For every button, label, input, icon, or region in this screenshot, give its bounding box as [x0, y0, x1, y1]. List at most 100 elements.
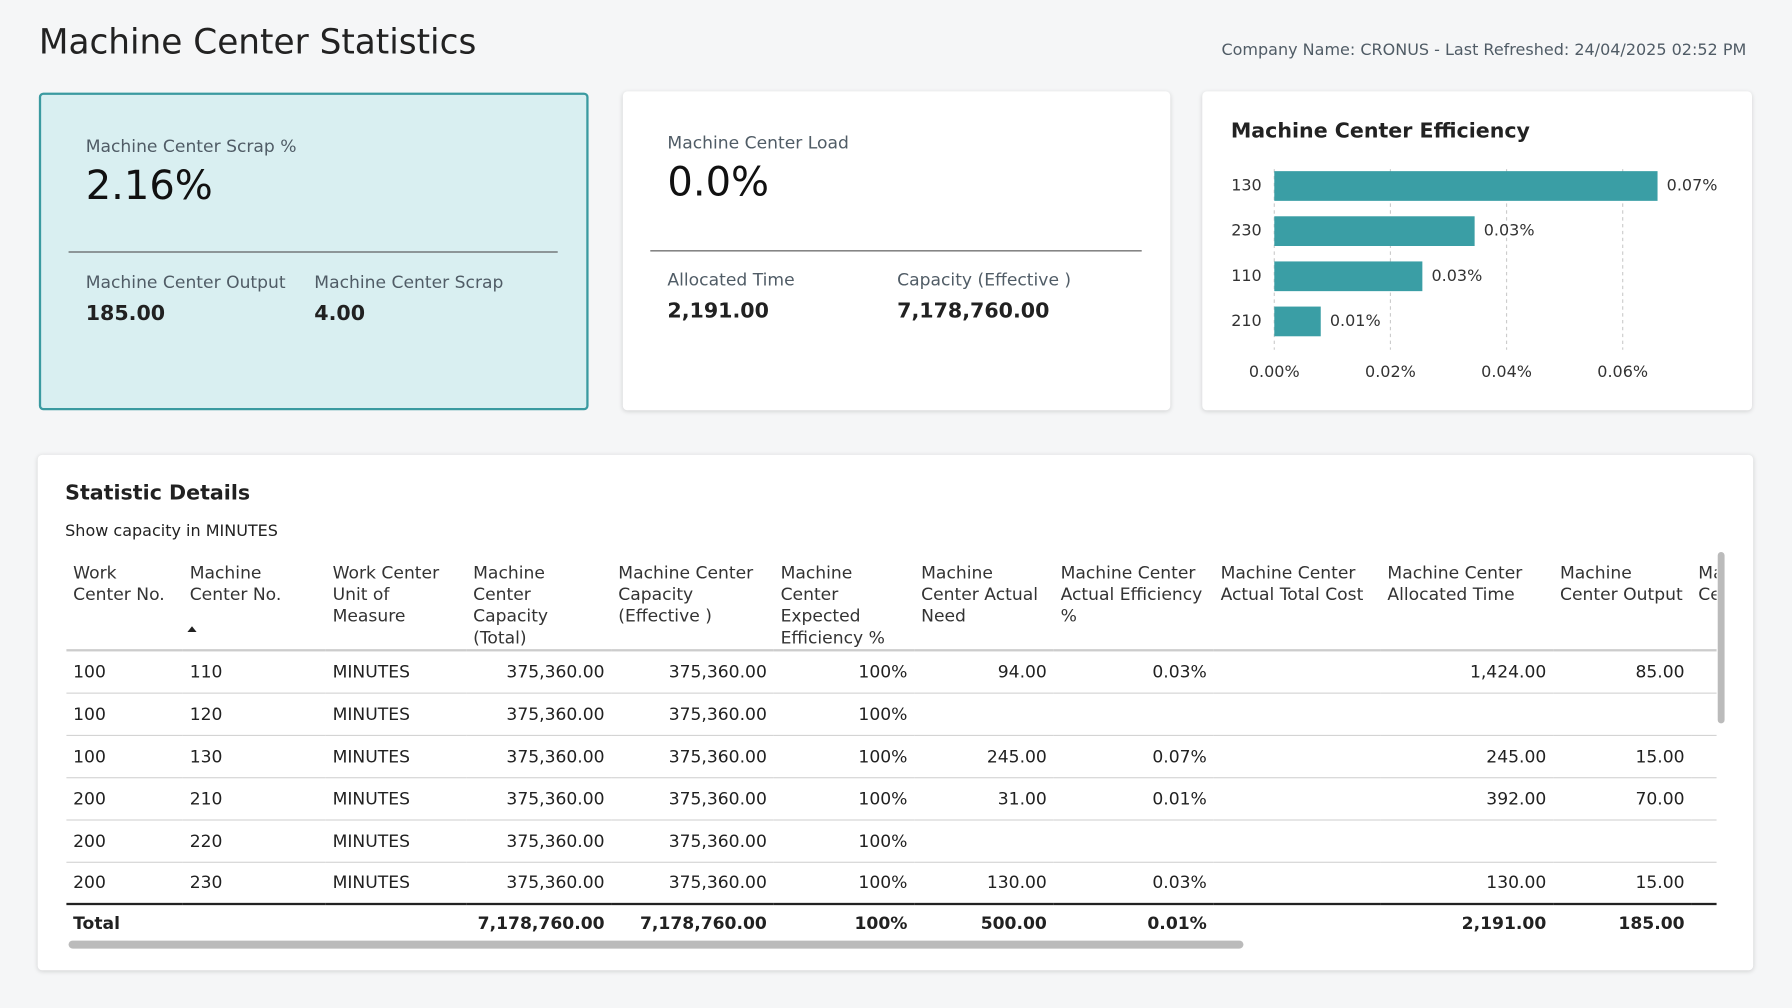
bar	[1274, 261, 1423, 292]
table-cell: MINUTES	[325, 861, 467, 905]
table-cell	[1691, 902, 1717, 940]
table-row: 200 220 MINUTES 375,360.00 375,360.00 100%	[66, 819, 1717, 863]
table-cell	[1553, 692, 1692, 736]
bar	[1274, 216, 1475, 246]
table-cell: 0.03%	[1053, 861, 1214, 905]
table-cell: MINUTES	[325, 819, 467, 863]
efficiency-card: Machine Center Efficiency 0.00% 0.02% 0.04…	[1202, 91, 1752, 411]
table-cell: 245.00	[914, 734, 1054, 778]
table-cell	[1691, 777, 1717, 820]
table-cell: 0.07%	[1053, 734, 1214, 778]
table-cell: 15.00	[1553, 861, 1692, 905]
bar	[1274, 171, 1658, 201]
vertical-scrollbar[interactable]	[1717, 551, 1725, 724]
table-cell	[1213, 819, 1381, 863]
table-cell	[182, 902, 326, 940]
table-cell: 375,360.00	[611, 650, 774, 694]
column-header: Work Center Unit of Measure	[325, 550, 467, 652]
value-label: 0.03%	[1484, 221, 1535, 240]
table-cell: 100%	[773, 902, 915, 940]
value-label: 0.03%	[1432, 266, 1483, 285]
table-cell	[1213, 861, 1381, 905]
table-cell: 7,178,760.00	[466, 902, 612, 940]
table-cell	[1213, 902, 1381, 940]
table-cell	[1380, 692, 1554, 736]
table-cell: 100	[66, 650, 183, 694]
bar	[1274, 306, 1321, 337]
table-cell: 70.00	[1553, 777, 1692, 820]
table-cell: MINUTES	[325, 734, 467, 778]
table-cell: 100%	[773, 692, 915, 736]
table-cell: 1,424.00	[1380, 650, 1554, 694]
page-title: Machine Center Statistics	[38, 22, 477, 63]
table-viewport: Work Center No. Machine Center No. Work Ce…	[66, 550, 1717, 940]
scrap-card[interactable]: Machine Center Scrap % 2.16% Machine Cen…	[38, 92, 589, 411]
table-cell	[1213, 692, 1381, 736]
table-cell: 185.00	[1553, 902, 1692, 940]
table-cell: 0.01%	[1053, 777, 1214, 820]
sort-indicator[interactable]	[187, 626, 197, 632]
field-label: Machine Center Output	[85, 271, 286, 293]
table-cell: 375,360.00	[466, 819, 612, 863]
table-cell: Total	[66, 902, 183, 940]
table-cell: 375,360.00	[466, 692, 612, 736]
table-cell: 375,360.00	[611, 861, 774, 905]
table-cell	[914, 819, 1054, 863]
value-label: 0.01%	[1330, 311, 1381, 330]
column-header: Machine Center Expected Efficiency %	[773, 550, 915, 652]
details-table: Work Center No. Machine Center No. Work Ce…	[66, 550, 1717, 940]
horizontal-scrollbar[interactable]	[68, 940, 1244, 949]
table-cell	[1691, 861, 1717, 905]
table-cell: 7,178,760.00	[611, 902, 774, 940]
table-cell	[1053, 819, 1214, 863]
table-cell: 100%	[773, 861, 915, 905]
kpi-label: Machine Center Load	[667, 132, 849, 154]
table-cell: 85.00	[1553, 650, 1692, 694]
table-cell: 245.00	[1380, 734, 1554, 778]
table-cell	[325, 902, 467, 940]
table-row: 200 210 MINUTES 375,360.00 375,360.00 100% 31.…	[66, 777, 1717, 820]
table-cell: MINUTES	[325, 777, 467, 820]
table-cell	[1553, 819, 1692, 863]
table-cell	[1213, 734, 1381, 778]
table-row: 100 120 MINUTES 375,360.00 375,360.00 100%	[66, 692, 1717, 736]
table-cell: 200	[66, 777, 183, 820]
kpi-value: 2.16%	[85, 163, 213, 210]
table-cell: 230	[182, 861, 326, 905]
x-tick-label: 0.02%	[1365, 362, 1416, 381]
total-row: Total 7,178,760.00 7,178,760.00 100% 500.00 0…	[66, 902, 1717, 940]
column-header: Machine Center Output	[1553, 550, 1692, 652]
x-tick-label: 0.00%	[1249, 362, 1300, 381]
table-cell: 130	[182, 734, 326, 778]
table-cell: 100%	[773, 819, 915, 863]
table-cell: 100%	[773, 650, 915, 694]
efficiency-chart: Machine Center Efficiency 0.00% 0.02% 0.04…	[1231, 118, 1718, 381]
kpi-label: Machine Center Scrap %	[85, 135, 297, 157]
table-cell: 94.00	[914, 650, 1054, 694]
table-cell	[1691, 734, 1717, 778]
column-header: Work Center No.	[66, 550, 183, 652]
value-label: 0.07%	[1667, 175, 1718, 194]
field-value: 7,178,760.00	[897, 299, 1050, 324]
table-cell: 2,191.00	[1380, 902, 1554, 940]
section-title: Statistic Details	[65, 481, 251, 506]
x-tick-label: 0.06%	[1597, 362, 1648, 381]
column-header: Machine Center Scrap	[1691, 550, 1717, 652]
table-row: 200 230 MINUTES 375,360.00 375,360.00 100% 130…	[66, 861, 1717, 905]
table-row: 100 110 MINUTES 375,360.00 375,360.00 100% 94.…	[66, 650, 1717, 694]
table-cell: 200	[66, 861, 183, 905]
table-cell: 100%	[773, 734, 915, 778]
column-header: Machine Center Actual Efficiency %	[1053, 550, 1214, 652]
divider	[650, 250, 1142, 252]
table-cell: 0.03%	[1053, 650, 1214, 694]
table-cell: 15.00	[1553, 734, 1692, 778]
table-cell: 100	[66, 692, 183, 736]
table-cell: MINUTES	[325, 650, 467, 694]
field-label: Allocated Time	[667, 269, 795, 291]
load-card[interactable]: Machine Center Load 0.0% Allocated Time …	[622, 91, 1171, 411]
table-cell	[1213, 777, 1381, 820]
table-cell: 375,360.00	[611, 692, 774, 736]
y-tick-label: 110	[1231, 266, 1262, 285]
